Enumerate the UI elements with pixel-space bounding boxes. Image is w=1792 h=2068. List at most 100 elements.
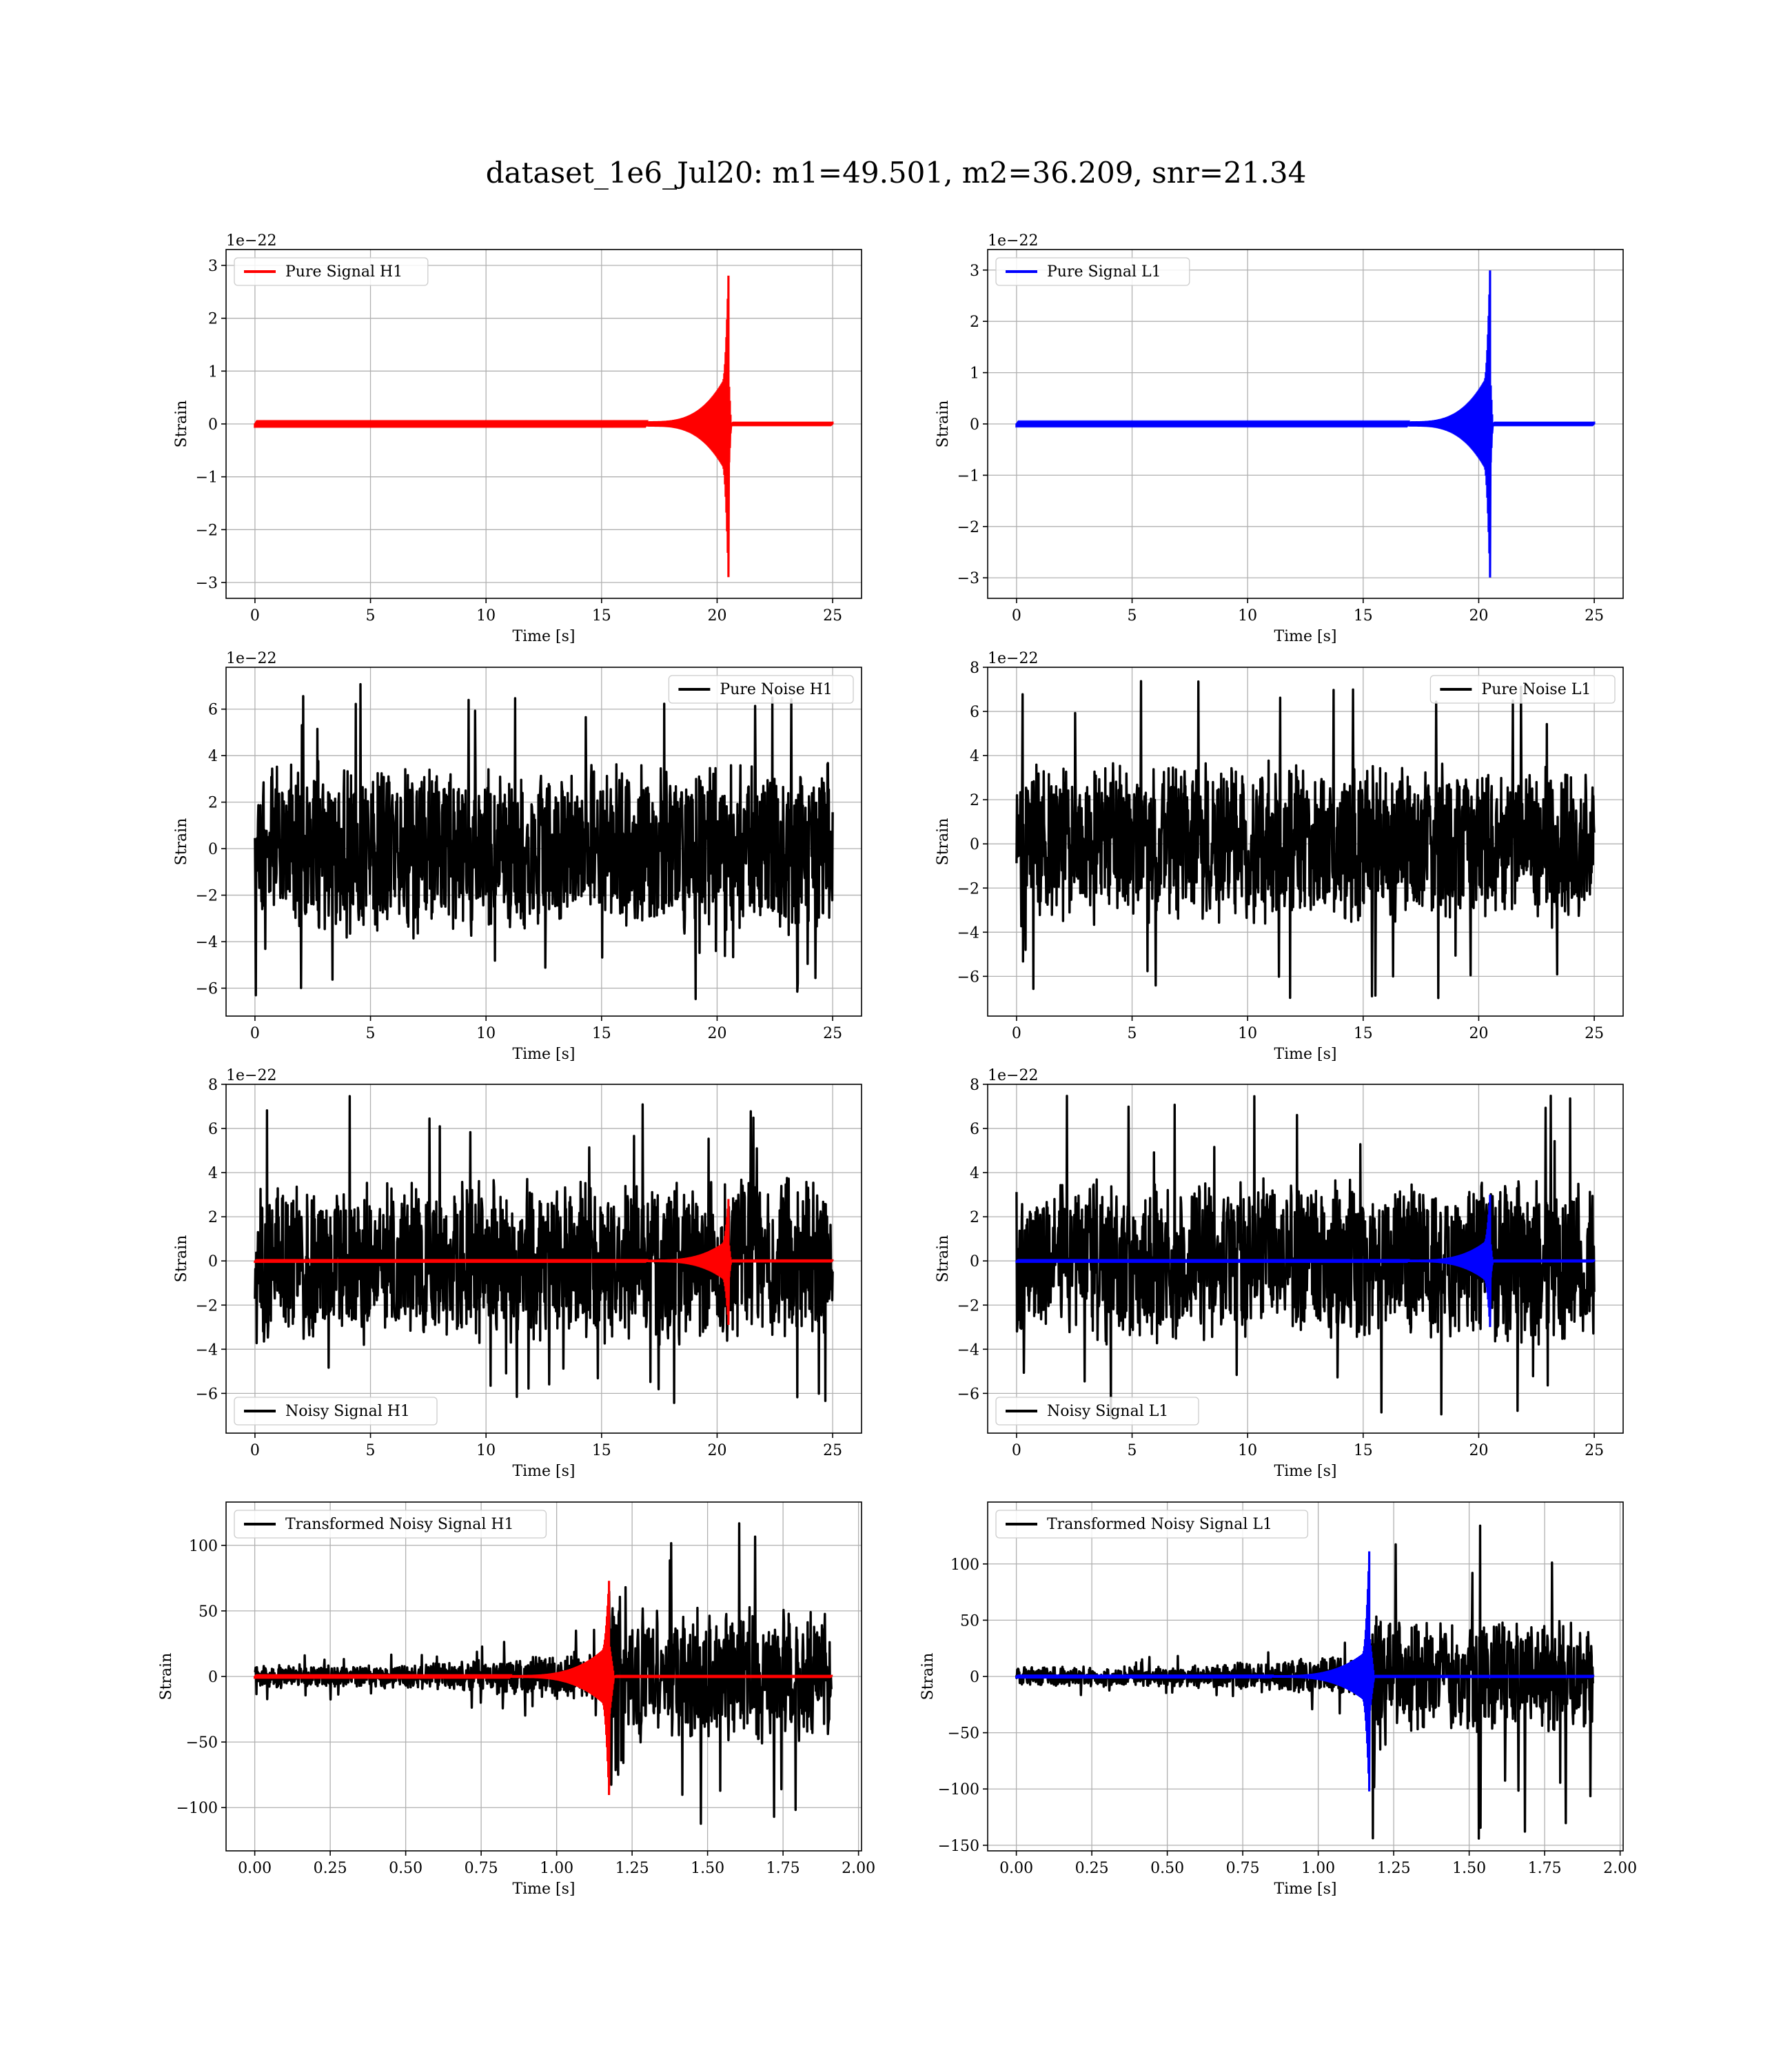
y-tick-label: 4 <box>970 748 979 765</box>
y-tick-label: −100 <box>938 1781 979 1798</box>
y-tick-label: −2 <box>957 880 979 898</box>
y-tick-label: 50 <box>960 1612 979 1630</box>
legend: Transformed Noisy Signal L1 <box>995 1510 1309 1539</box>
panel-pure-noise-l1: 0 5 10 15 20 25 −6 −4 −2 0 2 4 6 8 Time [s] Strain 1e−22… <box>935 650 1624 1063</box>
x-tick-label: 2.00 <box>1603 1860 1637 1877</box>
plot-area <box>1015 1524 1595 1840</box>
legend: Pure Noise H1 <box>668 675 854 704</box>
x-tick-label: 1.75 <box>766 1860 800 1877</box>
series-line <box>254 275 834 578</box>
y-tick-label: −1 <box>957 467 979 485</box>
x-tick-label: 15 <box>1354 1442 1373 1459</box>
panel-pure-signal-l1: 0 5 10 15 20 25 −3 −2 −1 0 1 2 3 Time [s] Strain 1e−22 P… <box>935 232 1624 645</box>
y-tick-label: 50 <box>198 1603 218 1621</box>
x-axis-label: Time [s] <box>1274 1463 1336 1480</box>
y-tick-label: 2 <box>208 1209 218 1226</box>
series-line <box>254 1522 833 1825</box>
plot-area <box>1015 680 1596 1000</box>
legend-box <box>234 257 429 286</box>
panel-transformed-noisy-signal-l1: 0.00 0.25 0.50 0.75 1.00 1.25 1.50 1.75 2.00 −150… <box>919 1501 1637 1898</box>
y-tick-label: 2 <box>970 792 979 809</box>
y-tick-label: −2 <box>196 522 218 539</box>
offset-text: 1e−22 <box>226 232 276 250</box>
x-tick-label: 15 <box>592 1025 611 1042</box>
y-tick-label: 4 <box>208 748 218 765</box>
x-tick-label: 0.00 <box>238 1860 272 1877</box>
x-tick-label: 1.75 <box>1528 1860 1562 1877</box>
legend-box <box>234 1510 547 1539</box>
legend-label: Pure Noise L1 <box>1481 681 1591 698</box>
x-tick-label: 5 <box>1128 1442 1137 1459</box>
plot-area <box>254 682 834 1000</box>
legend-box <box>995 257 1190 286</box>
y-tick-label: −2 <box>196 1297 218 1315</box>
y-tick-label: −6 <box>957 1386 979 1403</box>
x-tick-label: 15 <box>592 1442 611 1459</box>
axes-frame <box>987 667 1624 1017</box>
y-tick-label: −3 <box>957 570 979 587</box>
x-tick-label: 0 <box>1012 1025 1021 1042</box>
y-tick-label: −50 <box>186 1734 218 1752</box>
x-axis-label: Time [s] <box>1274 1881 1336 1898</box>
y-tick-label: −50 <box>948 1725 979 1743</box>
x-tick-label: 10 <box>476 607 496 625</box>
y-tick-label: −3 <box>196 575 218 592</box>
panel-pure-signal-h1: 0 5 10 15 20 25 −3 −2 −1 0 1 2 3 Time [s] Strain 1e−22 P… <box>173 232 862 645</box>
plot-area <box>1015 270 1596 578</box>
x-tick-label: 0.75 <box>1226 1860 1260 1877</box>
offset-text: 1e−22 <box>226 650 276 667</box>
x-tick-label: 15 <box>1354 1025 1373 1042</box>
y-tick-label: 3 <box>970 263 979 280</box>
x-tick-label: 25 <box>1585 1442 1604 1459</box>
legend-label: Pure Signal L1 <box>1047 263 1161 281</box>
panel-noisy-signal-h1: 0 5 10 15 20 25 −6 −4 −2 0 2 4 6 8 Time [s] Strain 1e−22… <box>173 1067 862 1480</box>
y-tick-label: −6 <box>957 969 979 986</box>
x-tick-label: 0 <box>250 1442 260 1459</box>
x-tick-label: 15 <box>592 607 611 625</box>
x-tick-label: 20 <box>1469 607 1488 625</box>
series-line <box>1015 1095 1596 1419</box>
plot-area <box>254 1095 834 1404</box>
x-tick-label: 10 <box>1238 1442 1257 1459</box>
x-tick-label: 1.00 <box>1301 1860 1335 1877</box>
y-tick-label: −150 <box>938 1838 979 1855</box>
offset-text: 1e−22 <box>988 232 1038 250</box>
y-tick-label: 0 <box>970 416 979 434</box>
x-tick-label: 25 <box>823 607 842 625</box>
y-tick-label: 0 <box>970 1669 979 1686</box>
y-tick-label: −4 <box>196 934 218 951</box>
legend: Noisy Signal H1 <box>234 1397 438 1426</box>
x-tick-label: 5 <box>366 1025 376 1042</box>
x-tick-label: 25 <box>1585 1025 1604 1042</box>
x-axis-label: Time [s] <box>512 1046 575 1063</box>
y-tick-label: 8 <box>970 1077 979 1094</box>
y-tick-label: −2 <box>957 519 979 536</box>
x-tick-label: 1.50 <box>691 1860 724 1877</box>
x-tick-label: 15 <box>1354 607 1373 625</box>
y-axis-label: Strain <box>935 401 952 448</box>
y-tick-label: 0 <box>208 1253 218 1270</box>
y-tick-label: 4 <box>208 1165 218 1182</box>
legend-box <box>1429 675 1616 704</box>
y-tick-label: 0 <box>970 1253 979 1270</box>
y-tick-label: 2 <box>970 314 979 331</box>
legend: Noisy Signal L1 <box>995 1397 1199 1426</box>
y-axis-label: Strain <box>158 1653 175 1701</box>
x-tick-label: 25 <box>823 1442 842 1459</box>
x-tick-label: 25 <box>823 1025 842 1042</box>
y-tick-label: −6 <box>196 981 218 998</box>
y-axis-label: Strain <box>935 818 952 866</box>
y-tick-label: 6 <box>208 702 218 719</box>
panel-noisy-signal-l1: 0 5 10 15 20 25 −6 −4 −2 0 2 4 6 8 Time [s] Strain 1e−22… <box>935 1067 1624 1480</box>
x-tick-label: 5 <box>1128 1025 1137 1042</box>
x-axis-label: Time [s] <box>1274 1046 1336 1063</box>
x-tick-label: 10 <box>1238 607 1257 625</box>
y-tick-label: 6 <box>970 704 979 721</box>
y-tick-label: 4 <box>970 1165 979 1182</box>
series-line <box>254 682 834 1000</box>
x-tick-label: 0 <box>250 607 260 625</box>
legend-label: Transformed Noisy Signal L1 <box>1047 1516 1272 1533</box>
axes-frame <box>225 667 862 1017</box>
legend-label: Pure Noise H1 <box>720 681 833 698</box>
y-tick-label: 2 <box>208 311 218 328</box>
